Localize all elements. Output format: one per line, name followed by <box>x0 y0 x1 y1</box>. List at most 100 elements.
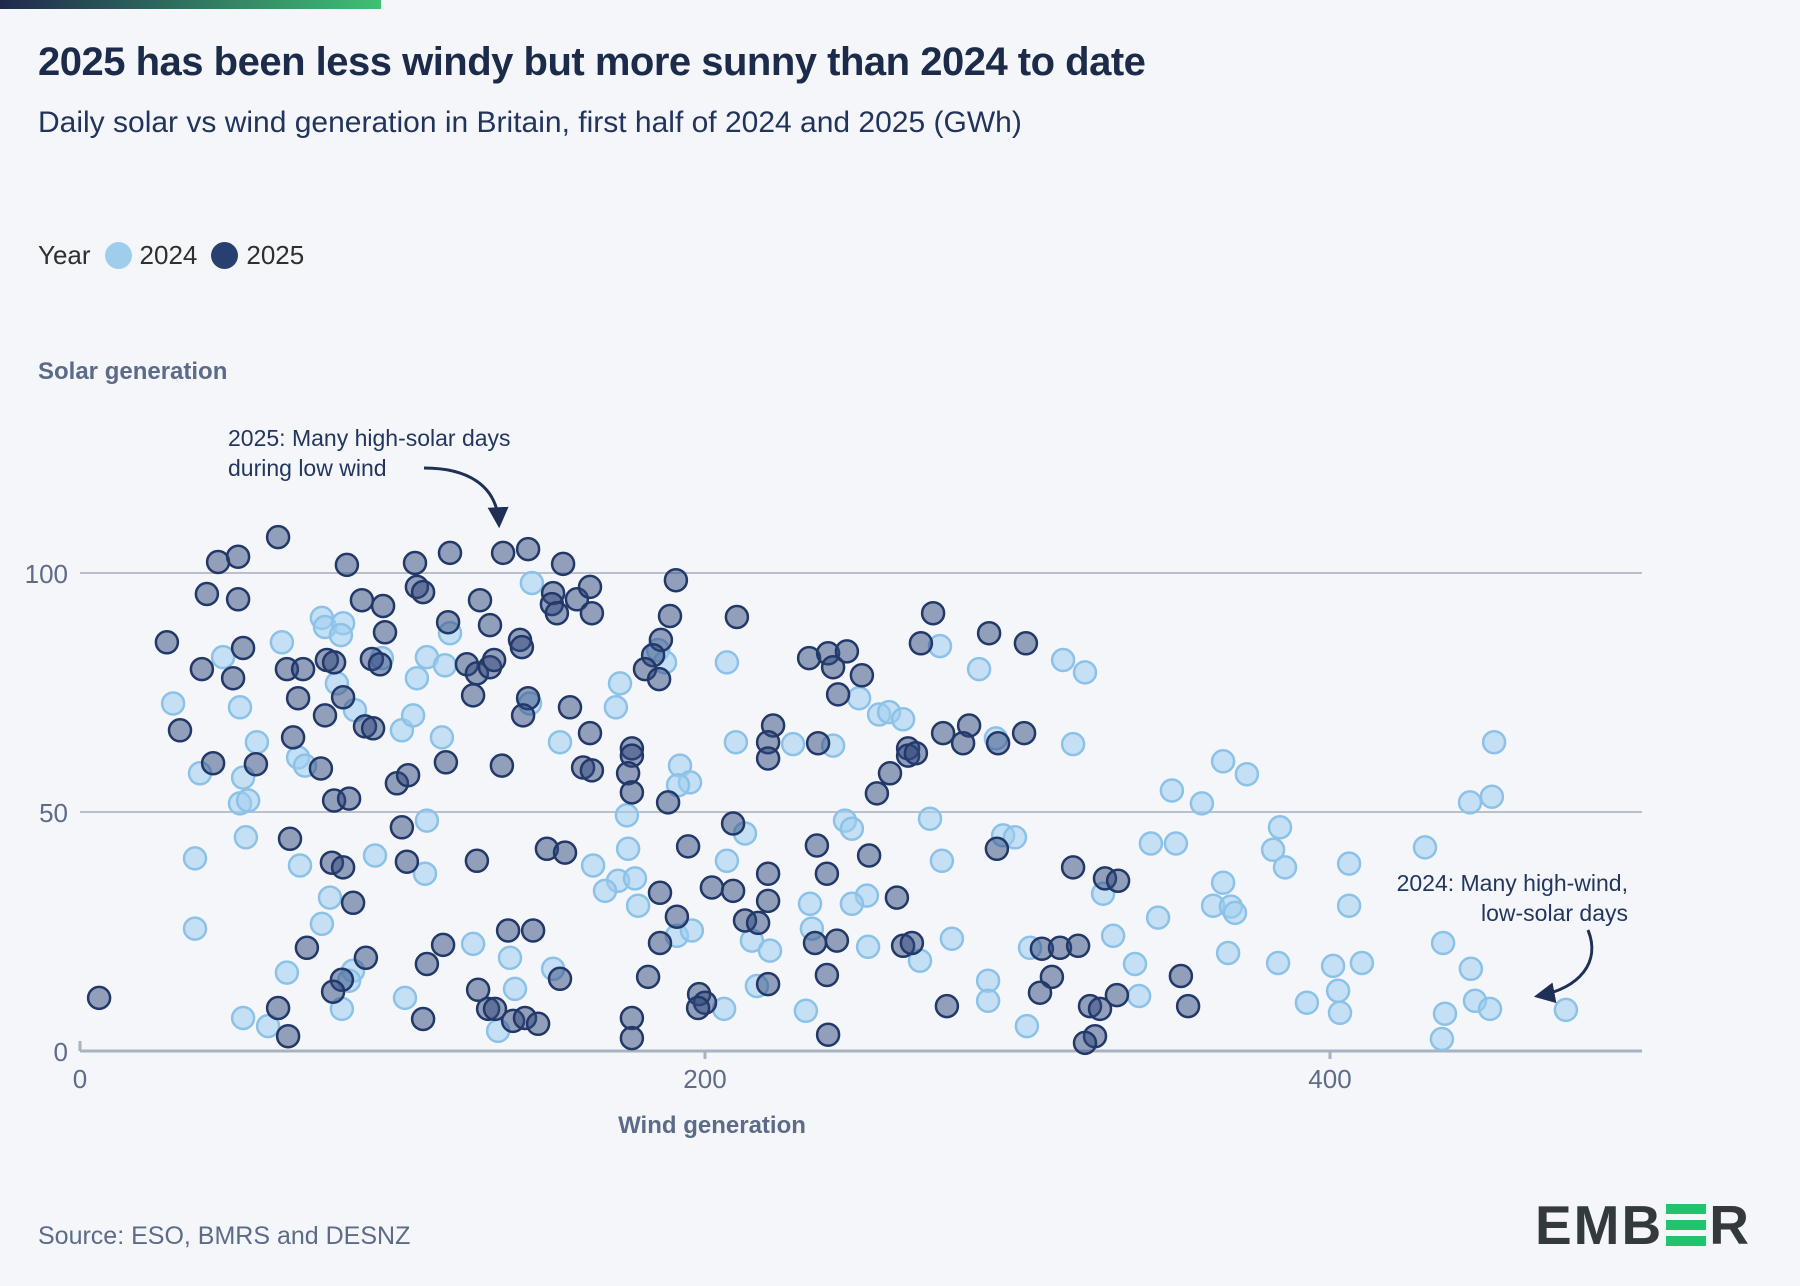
legend-swatch-2024-icon <box>104 242 132 269</box>
data-point-2025 <box>285 685 311 711</box>
legend-title: Year <box>38 240 91 270</box>
data-point-2025 <box>312 703 338 728</box>
data-point-2024 <box>625 893 651 918</box>
data-point-2024 <box>317 885 343 910</box>
data-point-2025 <box>755 971 781 997</box>
data-point-2024 <box>1336 851 1362 876</box>
data-point-2024 <box>1430 930 1456 956</box>
data-point-2025 <box>985 730 1011 756</box>
page-subtitle: Daily solar vs wind generation in Britai… <box>38 106 1022 139</box>
data-point-2025 <box>414 951 440 977</box>
data-point-2025 <box>884 885 910 910</box>
data-point-2024 <box>1260 837 1286 863</box>
data-point-2025 <box>243 751 269 777</box>
data-point-2025 <box>336 786 362 811</box>
data-point-2025 <box>464 848 490 874</box>
data-point-2024 <box>400 703 426 728</box>
legend-label-2025: 2025 <box>246 240 305 270</box>
data-point-2025 <box>950 730 976 756</box>
data-point-2025 <box>619 780 645 805</box>
data-point-2024 <box>1215 940 1241 966</box>
data-point-2024 <box>757 938 783 963</box>
data-point-2024 <box>497 945 523 971</box>
data-point-2024 <box>839 891 865 917</box>
data-point-2025 <box>395 762 421 788</box>
data-point-2025 <box>557 695 583 720</box>
data-point-2025 <box>482 996 508 1022</box>
data-point-2024 <box>607 671 633 696</box>
data-point-2025 <box>389 815 415 840</box>
data-point-2025 <box>755 746 781 771</box>
data-point-2025 <box>664 904 690 929</box>
data-point-2025 <box>930 720 956 746</box>
data-point-2024 <box>839 816 865 841</box>
data-point-2024 <box>547 729 573 755</box>
data-point-2025 <box>467 587 493 613</box>
data-point-2025 <box>934 993 960 1019</box>
y-tick-label-50: 50 <box>39 798 68 828</box>
legend-item-2025: 2025 <box>211 240 304 271</box>
data-point-2024 <box>615 836 641 862</box>
data-point-2025 <box>647 930 673 956</box>
data-point-2025 <box>646 666 672 692</box>
data-point-2024 <box>1479 784 1505 809</box>
data-point-2024 <box>714 650 740 675</box>
data-point-2025 <box>976 620 1002 646</box>
data-point-2024 <box>1072 660 1098 685</box>
data-point-2024 <box>269 630 295 655</box>
data-point-2025 <box>433 750 459 775</box>
data-point-2025 <box>619 1025 645 1051</box>
data-point-2025 <box>167 718 193 743</box>
x-tick-label-200: 200 <box>683 1064 727 1094</box>
data-point-2024 <box>230 1005 256 1031</box>
data-point-2024 <box>1458 956 1484 982</box>
data-point-2025 <box>230 635 256 661</box>
data-point-2025 <box>402 550 428 576</box>
x-tick-label-400: 400 <box>1308 1064 1352 1094</box>
data-point-2024 <box>622 866 648 891</box>
data-point-2024 <box>1234 761 1260 787</box>
data-point-2025 <box>465 977 491 1003</box>
data-point-2025 <box>814 861 840 886</box>
data-point-2025 <box>647 880 673 906</box>
data-point-2024 <box>855 934 881 960</box>
data-point-2024 <box>1553 997 1579 1023</box>
data-point-2025 <box>635 964 661 990</box>
data-point-2025 <box>205 549 231 575</box>
data-point-2024 <box>793 998 819 1024</box>
data-point-2024 <box>1210 749 1236 774</box>
data-point-2025 <box>856 843 882 868</box>
data-point-2024 <box>1265 950 1291 976</box>
data-point-2025 <box>410 579 436 605</box>
data-point-2025 <box>1072 1030 1098 1056</box>
data-point-2025 <box>544 600 570 626</box>
data-point-2025 <box>460 683 486 708</box>
data-point-2024 <box>917 806 943 831</box>
data-point-2025 <box>410 1006 436 1032</box>
data-point-2025 <box>525 1011 551 1037</box>
brand-gradient-bar <box>0 0 381 9</box>
data-point-2024 <box>1429 1026 1455 1052</box>
data-point-2024 <box>679 918 705 943</box>
data-point-2024 <box>966 656 992 682</box>
data-point-2024 <box>227 695 253 720</box>
data-point-2025 <box>360 716 386 741</box>
data-point-2025 <box>579 758 605 783</box>
data-point-2025 <box>908 631 934 656</box>
ember-logo: EMB R <box>1535 1198 1751 1253</box>
data-point-2024 <box>1060 731 1086 757</box>
data-point-2025 <box>220 665 246 691</box>
data-point-2025 <box>849 663 875 688</box>
data-point-2024 <box>412 861 438 886</box>
data-point-2025 <box>547 966 573 992</box>
data-point-2024 <box>929 848 955 874</box>
data-point-2024 <box>460 931 486 957</box>
data-point-2025 <box>394 849 420 874</box>
y-tick-label-100: 100 <box>24 559 68 589</box>
data-point-2024 <box>414 808 440 833</box>
data-point-2025 <box>481 647 507 673</box>
data-point-2024 <box>519 570 545 596</box>
data-point-2024 <box>592 878 618 904</box>
data-point-2025 <box>899 930 925 956</box>
